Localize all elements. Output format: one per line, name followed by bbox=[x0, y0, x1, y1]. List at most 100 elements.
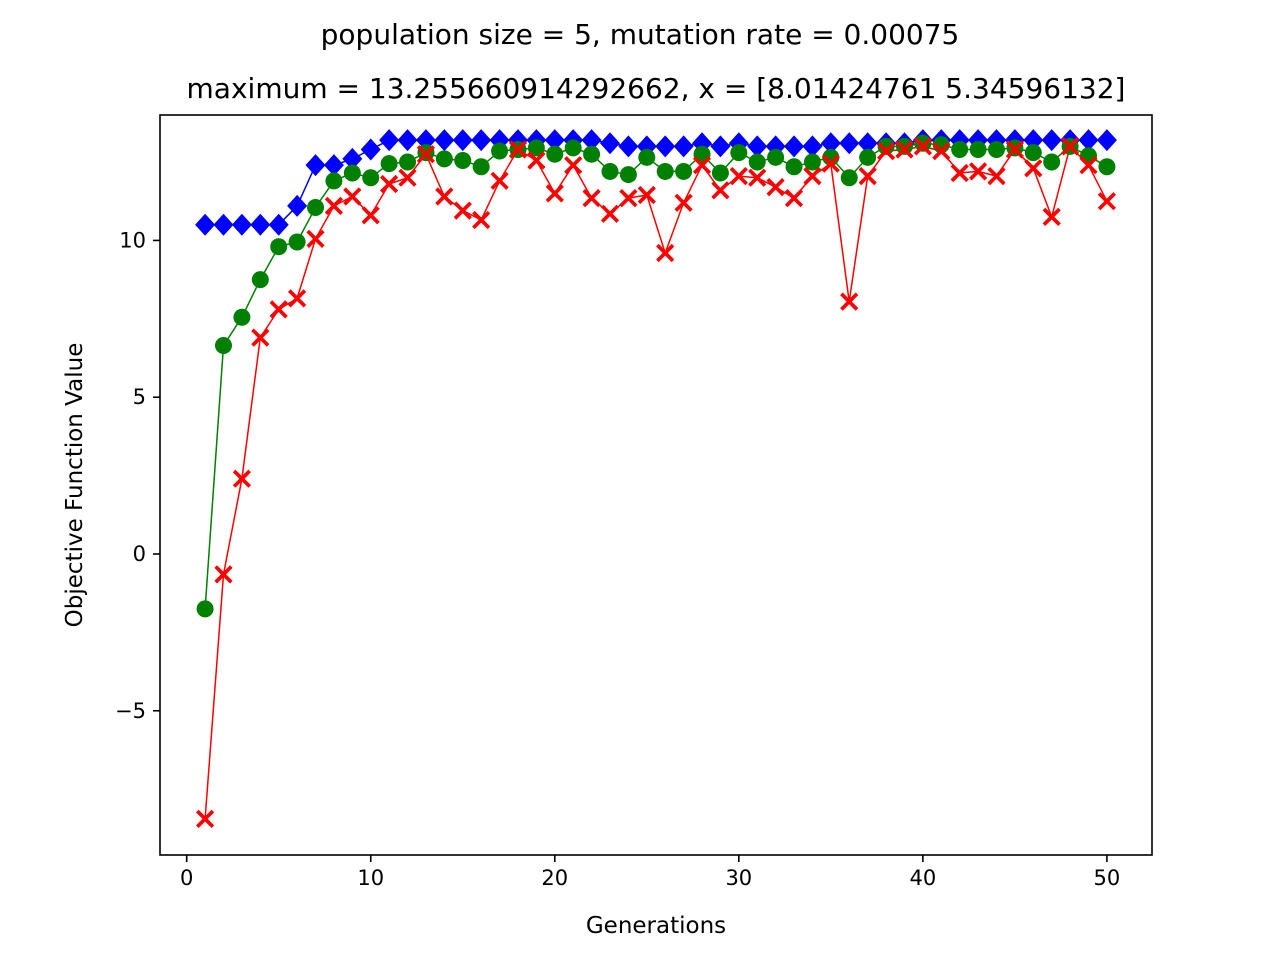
series-3-point bbox=[435, 187, 454, 206]
series-2-point bbox=[1043, 153, 1061, 171]
series-2-point bbox=[675, 162, 693, 180]
chart-title: population size = 5, mutation rate = 0.0… bbox=[321, 18, 960, 51]
axis-ticks: 0 10 20 30 40 50 −5 0 5 10 bbox=[115, 228, 1120, 890]
series-1-point bbox=[857, 132, 878, 155]
series-1-point bbox=[415, 129, 436, 152]
series-1-point bbox=[802, 135, 823, 158]
series-3-point bbox=[1079, 156, 1098, 175]
series-3-point bbox=[674, 193, 693, 212]
series-2-point bbox=[951, 140, 969, 158]
series-3-point bbox=[748, 168, 767, 187]
x-tick-label: 50 bbox=[1094, 866, 1121, 890]
plot-area bbox=[195, 129, 1117, 828]
x-tick-label: 20 bbox=[541, 866, 568, 890]
series-2-point bbox=[803, 153, 821, 171]
series-1-point bbox=[673, 135, 694, 158]
x-tick-label: 10 bbox=[357, 866, 384, 890]
y-tick-label: 5 bbox=[133, 385, 146, 409]
x-tick-label: 40 bbox=[909, 866, 936, 890]
series-1-point bbox=[342, 147, 363, 170]
series-3-point bbox=[232, 469, 251, 488]
series-2-point bbox=[748, 153, 766, 171]
series-3-point bbox=[1061, 137, 1080, 156]
series-2-point bbox=[399, 153, 417, 171]
series-3-point bbox=[711, 181, 730, 200]
series-1-point bbox=[1041, 129, 1062, 152]
series-2-point bbox=[380, 155, 398, 173]
series-3-point bbox=[288, 289, 307, 308]
series-2-point bbox=[233, 308, 251, 326]
series-3-point bbox=[453, 201, 472, 220]
series-3-point bbox=[416, 145, 435, 164]
series-2-point bbox=[546, 145, 564, 163]
series-3-point bbox=[987, 167, 1006, 186]
series-3-point bbox=[1097, 192, 1116, 211]
series-2-point bbox=[914, 134, 932, 152]
series-2-point bbox=[601, 162, 619, 180]
series-3-point bbox=[729, 167, 748, 186]
series-3-point bbox=[692, 156, 712, 175]
series-3-point bbox=[1005, 140, 1024, 159]
series-1-point bbox=[1078, 129, 1099, 152]
series-3-point bbox=[877, 142, 896, 161]
series-2-point bbox=[895, 137, 913, 155]
series-2-point bbox=[583, 145, 601, 163]
series-2-point bbox=[1024, 144, 1042, 162]
series-3-point bbox=[858, 167, 877, 186]
series-1-point bbox=[710, 135, 731, 158]
series-3-point bbox=[527, 151, 546, 170]
series-1-point bbox=[268, 213, 289, 236]
series-1-point bbox=[784, 135, 805, 158]
series-2-point bbox=[1098, 158, 1116, 176]
series-1-point bbox=[599, 132, 620, 155]
series-1-point bbox=[452, 129, 473, 152]
series-2-point bbox=[859, 148, 877, 166]
series-3-point bbox=[490, 171, 509, 190]
series-3-point bbox=[803, 167, 822, 186]
series-1-point bbox=[839, 132, 860, 155]
axes-frame bbox=[159, 114, 1153, 856]
series-2-point bbox=[785, 158, 803, 176]
series-2-point bbox=[987, 140, 1005, 158]
series-3-point bbox=[214, 565, 233, 584]
series-3-point bbox=[1042, 207, 1061, 226]
series-3-point bbox=[380, 174, 399, 194]
series-3-point bbox=[251, 328, 270, 347]
series-3-point bbox=[766, 178, 785, 197]
series-2-point bbox=[325, 172, 343, 190]
series-1-point bbox=[544, 129, 565, 152]
series-2-point bbox=[307, 199, 325, 216]
series-2-point bbox=[343, 164, 361, 182]
series-3-point bbox=[306, 229, 325, 248]
series-3-point bbox=[656, 243, 675, 263]
series-2-point bbox=[711, 164, 729, 182]
series-1-markers bbox=[195, 129, 1117, 236]
series-1-point bbox=[1096, 129, 1117, 152]
series-1-point bbox=[471, 129, 492, 152]
series-2-point bbox=[840, 169, 858, 187]
series-1-point bbox=[581, 129, 602, 152]
series-3-point bbox=[545, 184, 564, 203]
chart-subtitle: maximum = 13.255660914292662, x = [8.014… bbox=[187, 72, 1126, 105]
series-1-point bbox=[747, 135, 768, 158]
series-3-line bbox=[204, 144, 1108, 819]
series-3-point bbox=[619, 189, 638, 208]
series-2-point bbox=[362, 169, 380, 187]
series-1-point bbox=[323, 154, 344, 177]
series-2-point bbox=[251, 271, 269, 289]
series-3-point bbox=[196, 809, 215, 828]
series-2-point bbox=[730, 144, 748, 162]
series-3-point bbox=[913, 137, 932, 156]
series-2-point bbox=[969, 140, 987, 158]
series-3-point bbox=[950, 163, 969, 183]
series-3-point bbox=[637, 185, 656, 205]
series-3-point bbox=[508, 140, 528, 159]
series-1-point bbox=[1023, 129, 1044, 152]
series-3-markers bbox=[196, 137, 1116, 828]
y-tick-label: −5 bbox=[115, 699, 146, 723]
series-1-point bbox=[305, 154, 326, 177]
series-3-point bbox=[398, 168, 417, 187]
series-3-point bbox=[472, 210, 491, 230]
series-2-point bbox=[619, 166, 637, 184]
series-3-point bbox=[324, 196, 343, 215]
